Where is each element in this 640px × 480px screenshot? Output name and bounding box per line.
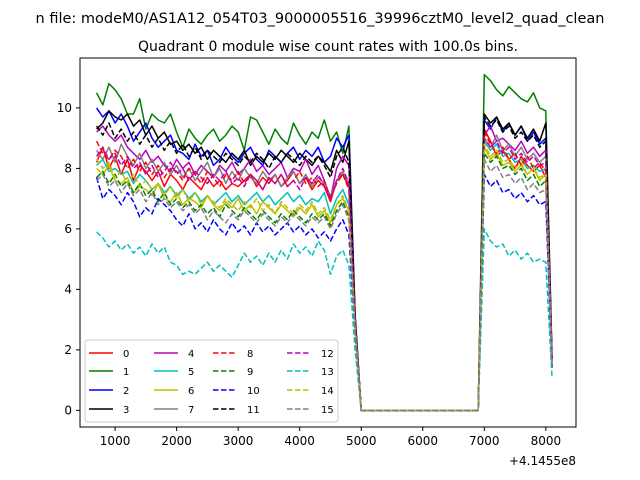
legend-label-7: 7 [188,405,194,416]
legend-label-6: 6 [188,386,194,397]
plot-frame [79,57,577,428]
series-line-14 [95,143,553,412]
x-axis: 1000 2000 3000 4000 5000 6000 7000 8000 [100,427,561,448]
y-axis: 0 2 4 6 8 10 [57,101,80,417]
x-tick-label: 3000 [223,434,254,448]
legend-label-11: 11 [247,405,260,416]
series-line-15 [96,158,553,412]
x-tick-label: 6000 [407,434,438,448]
legend-label-10: 10 [247,386,260,397]
x-tick-label: 1000 [100,434,131,448]
figure-suptitle: n file: modeM0/AS1A12_054T03_9000005516_… [36,11,605,27]
legend-label-14: 14 [321,386,334,397]
legend-label-0: 0 [123,349,129,360]
y-tick-label: 4 [64,282,72,296]
y-tick-label: 0 [64,403,72,417]
chart-title: Quadrant 0 module wise count rates with … [138,39,518,55]
x-tick-label: 8000 [531,434,562,448]
x-tick-label: 4000 [284,434,315,448]
legend-label-5: 5 [188,367,194,378]
legend-label-15: 15 [321,405,334,416]
x-tick-label: 7000 [469,434,500,448]
legend-label-3: 3 [123,405,129,416]
x-tick-label: 2000 [161,434,192,448]
y-tick-label: 2 [64,343,72,357]
legend-label-8: 8 [247,349,253,360]
legend-box [84,339,339,423]
legend-label-4: 4 [188,349,194,360]
y-tick-label: 10 [57,101,72,115]
legend-label-13: 13 [321,367,334,378]
x-tick-label: 5000 [346,434,377,448]
legend-label-9: 9 [247,367,253,378]
series-lines [95,73,553,412]
legend-label-1: 1 [123,367,129,378]
legend-label-2: 2 [123,386,129,397]
legend-label-12: 12 [321,349,334,360]
y-tick-label: 6 [64,222,72,236]
x-offset-text: +4.1455e8 [509,454,576,468]
y-tick-label: 8 [64,161,72,175]
